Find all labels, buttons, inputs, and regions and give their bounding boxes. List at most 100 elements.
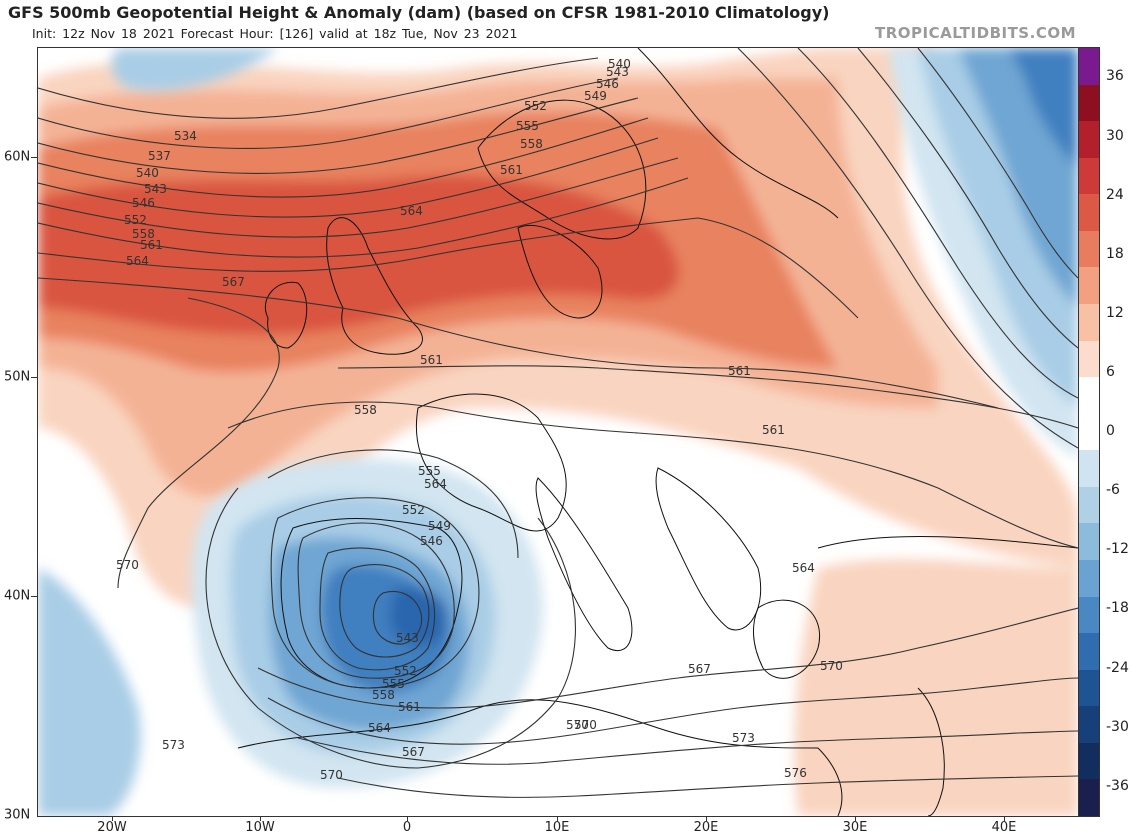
contour-label: 546 [596,77,619,91]
lat-tick [31,157,37,158]
contour-label: 543 [396,631,419,645]
colorbar-label: -12 [1106,541,1129,557]
contour-label: 552 [524,99,547,113]
map-subtitle: Init: 12z Nov 18 2021 Forecast Hour: [12… [32,26,518,41]
anomaly-map: 534 537 540 543 546 552 558 561 564 567 … [38,48,1078,816]
colorbar-label: 30 [1106,128,1124,144]
contour-label: 540 [608,57,631,71]
lon-tick [855,815,856,821]
contour-label: 564 [368,721,391,735]
lon-label-10e: 10E [544,820,570,835]
anomaly-colorbar [1078,47,1100,817]
height-contours [38,48,1078,798]
colorbar-label: -18 [1106,600,1129,616]
contour-label: 558 [132,227,155,241]
colorbar-segment [1079,304,1099,342]
lat-label-60n: 60N [4,149,31,165]
contour-label-group: 534 537 540 543 546 552 558 561 564 567 … [116,57,843,782]
contour-label: 546 [132,196,155,210]
contour-label: 570 [116,558,139,572]
contour-label: 573 [162,738,185,752]
colorbar-segment [1079,706,1099,744]
colorbar-label: 24 [1106,187,1124,203]
colorbar-segment [1079,742,1099,780]
lat-tick [31,596,37,597]
colorbar-label: -24 [1106,660,1129,676]
contour-label: 570 [566,718,589,732]
contour-label: 540 [136,166,159,180]
lon-tick [557,815,558,821]
contour-label: 570 [574,718,597,732]
colorbar-label: 0 [1106,423,1115,439]
contour-label: 564 [126,254,149,268]
negative-anomaly-field [38,48,1078,816]
contour-label: 564 [400,204,423,218]
contour-label: 561 [140,238,163,252]
lon-tick [1004,815,1005,821]
colorbar-segment [1079,157,1099,195]
contour-label: 561 [420,353,443,367]
colorbar-segment [1079,486,1099,524]
contour-label: 543 [606,65,629,79]
colorbar-segment [1079,560,1099,598]
contour-label: 576 [784,766,807,780]
brand-watermark: TROPICALTIDBITS.COM [875,24,1076,42]
colorbar-label: -6 [1106,482,1120,498]
contour-label: 549 [428,519,451,533]
contour-label: 552 [402,503,425,517]
colorbar-label: -36 [1106,778,1129,794]
contour-label: 561 [728,364,751,378]
colorbar-label: 36 [1106,68,1124,84]
colorbar-label: -30 [1106,719,1129,735]
colorbar-segment [1079,194,1099,232]
colorbar-segment [1079,596,1099,634]
contour-label: 561 [398,700,421,714]
colorbar-segment [1079,377,1099,415]
colorbar-segment [1079,413,1099,451]
contour-label: 570 [320,768,343,782]
map-panel[interactable]: 534 537 540 543 546 552 558 561 564 567 … [37,47,1079,817]
lat-label-50n: 50N [4,369,31,385]
contour-label: 558 [520,137,543,151]
colorbar-segment [1079,267,1099,305]
colorbar-segment [1079,48,1099,86]
colorbar-segment [1079,523,1099,561]
colorbar-segment [1079,450,1099,488]
contour-label: 564 [792,561,815,575]
lon-label-20w: 20W [97,820,127,835]
colorbar-segment [1079,633,1099,671]
lon-tick [407,815,408,821]
lon-tick [706,815,707,821]
contour-label: 567 [222,275,245,289]
lon-label-30e: 30E [842,820,868,835]
contour-label: 534 [174,129,197,143]
colorbar-label: 12 [1106,305,1124,321]
contour-label: 555 [516,119,539,133]
contour-label: 552 [124,213,147,227]
contour-label: 549 [584,89,607,103]
contour-label: 564 [424,477,447,491]
contour-label: 558 [372,688,395,702]
contour-label: 561 [762,423,785,437]
contour-label: 552 [394,664,417,678]
colorbar-segment [1079,779,1099,817]
contour-label: 555 [382,677,405,691]
lon-label-20e: 20E [693,820,719,835]
lon-tick [260,815,261,821]
contour-label: 567 [688,662,711,676]
contour-label: 543 [144,182,167,196]
lon-label-0: 0 [402,820,412,835]
lat-label-40n: 40N [4,588,31,604]
lon-label-10w: 10W [245,820,275,835]
contour-label: 537 [148,149,171,163]
colorbar-label: 6 [1106,364,1115,380]
contour-label: 561 [500,163,523,177]
contour-label: 573 [732,731,755,745]
colorbar-segment [1079,84,1099,122]
contour-label: 567 [402,745,425,759]
lat-tick [31,377,37,378]
contour-label: 555 [418,464,441,478]
contour-label: 558 [354,403,377,417]
colorbar-label: 18 [1106,246,1124,262]
colorbar-segment [1079,340,1099,378]
